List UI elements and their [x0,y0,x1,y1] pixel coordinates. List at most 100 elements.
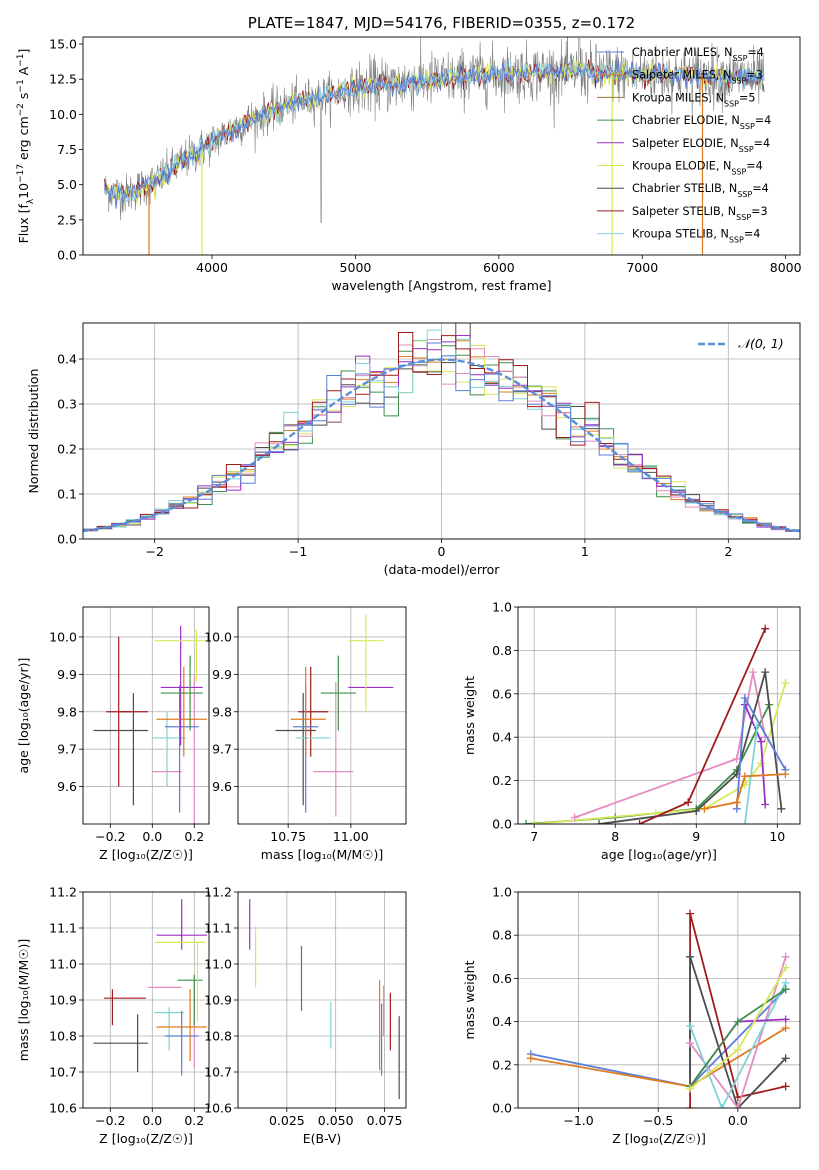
mass_vs_ebv-xtick-label: 0.050 [318,1113,354,1128]
spectrum-xtick-label: 5000 [340,260,372,275]
residuals-xtick-label: −2 [145,544,163,559]
mass_vs_ebv-ytick-label: 10.7 [204,1065,232,1080]
age_vs_mass-ytick-label: 9.8 [212,704,232,719]
weight-marker-chabrier_elodie [522,820,531,824]
spectrum-ytick-label: 2.5 [57,212,77,227]
spectrum-title: PLATE=1847, MJD=54176, FIBERID=0355, z=0… [248,14,635,32]
age_vs_mass-ytick-label: 10.0 [204,629,232,644]
residuals-ytick-label: 0.2 [57,442,77,457]
age_vs_Z-frame [82,606,210,825]
mass_vs_Z-axes: −0.2 0.0 0.2 10.6 10.7 10.8 10.9 11.0 11.1 11.2 [49,885,209,1128]
residuals-xtick-label: −1 [289,544,307,559]
weight-line-cyan [689,982,787,1108]
weight_vs_age-axes: 7 8 9 10 0.0 0.2 0.4 0.6 0.8 1.0 [492,600,800,844]
spectrum-ytick-label: 15.0 [49,37,77,52]
weight_vs_Z-ytick-label: 1.0 [492,885,512,900]
weight-marker-salpeter_elodie [757,737,766,746]
weight-marker-salpeter_stelib [686,909,695,918]
weight-marker-salpeter_elodie [761,800,770,809]
weight_vs_age-ytick-label: 0.0 [492,817,512,832]
spectrum-xtick-label: 6000 [483,260,515,275]
weight-marker-salpeter_stelib [761,624,770,633]
age_vs_Z-xtick-label: −0.2 [95,829,125,844]
weight-marker-chabrier_elodie [733,1017,742,1026]
weight-marker-kroupa_elodie [781,963,790,972]
spectrum-axes: 4000 5000 6000 7000 8000 0.0 2.5 5.0 7.5 10.0 12.5… [49,37,801,275]
residuals-xlabel: (data-model)/error [384,562,501,577]
weight-marker-cyan [753,722,762,731]
residuals-ytick-label: 0.0 [57,532,77,547]
residuals-xtick-label: 1 [581,544,589,559]
spectrum-frame [82,36,801,256]
mass_vs_Z-xlabel: Z [log₁₀(Z/Z☉)] [99,1131,193,1146]
weight-marker-chabrier_stelib [595,820,604,824]
weight-marker-kroupa_pink [570,813,579,822]
weight-marker-kroupa_elodie [781,678,790,687]
weight-marker-kroupa_pink [781,952,790,961]
mass_vs_ebv-ytick-label: 11.2 [204,885,232,900]
weight-marker-chabrier_stelib [781,1054,790,1063]
legend-label-kroupa_miles: Kroupa MILES, NSSP=5 [632,91,755,108]
weight_vs_Z-axes: −1.0 −0.5 0.0 0.0 0.2 0.4 0.6 0.8 1.0 [492,885,800,1128]
model-spectrum-kroupa_stelib [104,59,765,203]
weight_vs_Z-xtick-label: 0.0 [728,1113,748,1128]
spectrum-ytick-label: 12.5 [49,72,77,87]
residuals-axes: −2 −1 0 1 2 0.0 0.1 0.2 0.3 0.4 [57,323,800,559]
age_vs_mass-ytick-label: 9.7 [212,742,232,757]
legend-label-kroupa_stelib: Kroupa STELIB, NSSP=4 [632,228,760,245]
weight-marker-kroupa_elodie [686,1084,695,1093]
weight_vs_Z-ylabel: mass weight [462,960,477,1039]
weight-marker-kroupa_pink [732,754,741,763]
weight-line-salpeter_miles [704,773,786,810]
weight-marker-salpeter_miles [781,770,790,779]
age_vs_Z-ytick-label: 9.6 [57,779,77,794]
weight_vs_age-xlabel: age [log₁₀(age/yr)] [601,847,717,862]
spectrum-ytick-label: 10.0 [49,107,77,122]
weight_vs_age-ytick-label: 0.8 [492,643,512,658]
residuals-ytick-label: 0.3 [57,397,77,412]
age_vs_mass-axes: 10.75 11.00 9.6 9.7 9.8 9.9 10.0 [204,607,406,844]
legend-label-chabrier_elodie: Chabrier ELODIE, NSSP=4 [632,114,771,131]
weight_vs_age-ytick-label: 0.2 [492,773,512,788]
weight_vs_age-xtick-label: 10 [769,829,785,844]
legend-label-chabrier_miles: Chabrier MILES, NSSP=4 [632,46,764,63]
weight_vs_Z-ytick-label: 0.2 [492,1057,512,1072]
spectrum-ylabel: Flux [fλ10−17 erg cm−2 s−1 A−1] [16,49,36,244]
mass_vs_ebv-ytick-label: 10.6 [204,1101,232,1116]
age_vs_Z-xlabel: Z [log₁₀(Z/Z☉)] [99,847,193,862]
age_vs_mass-xtick-label: 10.75 [270,829,306,844]
weight-marker-salpeter_miles [526,1054,535,1063]
weight-marker-kroupa_elodie [757,759,766,768]
legend-label-salpeter_stelib: Salpeter STELIB, NSSP=3 [632,205,768,222]
spectrum-ytick-label: 5.0 [57,177,77,192]
age_vs_mass-xlabel: mass [log₁₀(M/M☉)] [261,847,383,862]
weight-marker-kroupa_elodie [530,820,539,824]
legend-label-salpeter_miles: Salpeter MILES, NSSP=3 [632,69,763,86]
weight-marker-chabrier_miles [740,694,749,703]
mass_vs_Z-ytick-label: 11.2 [49,885,77,900]
weight-line-chabrier_elodie [526,704,771,824]
weight-marker-salpeter_elodie [781,1015,790,1024]
weight_vs_Z-xtick-label: −1.0 [563,1113,593,1128]
weight_vs_age-xtick-label: 8 [611,829,619,844]
age_vs_mass-ytick-label: 9.6 [212,779,232,794]
age_vs_Z-ytick-label: 10.0 [49,629,77,644]
weight_vs_Z-frame [517,891,801,1109]
age_vs_mass-xtick-label: 11.00 [333,829,369,844]
age_vs_mass-ytick-label: 9.9 [212,667,232,682]
weight-marker-salpeter_miles [700,804,709,813]
weight-marker-chabrier_stelib [686,952,695,961]
weight-marker-kroupa_pink [749,668,757,677]
mass_vs_Z-xtick-label: 0.0 [142,1113,162,1128]
weight-marker-cyan [740,820,749,824]
mass_vs_ebv-xtick-label: 0.025 [269,1113,305,1128]
weight_vs_Z-ytick-label: 0.4 [492,1014,512,1029]
weight_vs_Z-ytick-label: 0.6 [492,971,512,986]
weight-marker-kroupa_pink [686,1039,695,1048]
mass_vs_ebv-axes: 0.025 0.050 0.075 10.6 10.7 10.8 10.9 11.0 11.1 1… [204,885,406,1128]
mass_vs_Z-ylabel: mass [log₁₀(M/M☉)] [16,939,31,1061]
model-spectrum-chabrier_miles [104,59,765,209]
age_vs_Z-axes: −0.2 0.0 0.2 9.6 9.7 9.8 9.9 10.0 [49,607,209,844]
weight-marker-salpeter_stelib [686,1104,695,1108]
mass_vs_ebv-ytick-label: 10.8 [204,1029,232,1044]
